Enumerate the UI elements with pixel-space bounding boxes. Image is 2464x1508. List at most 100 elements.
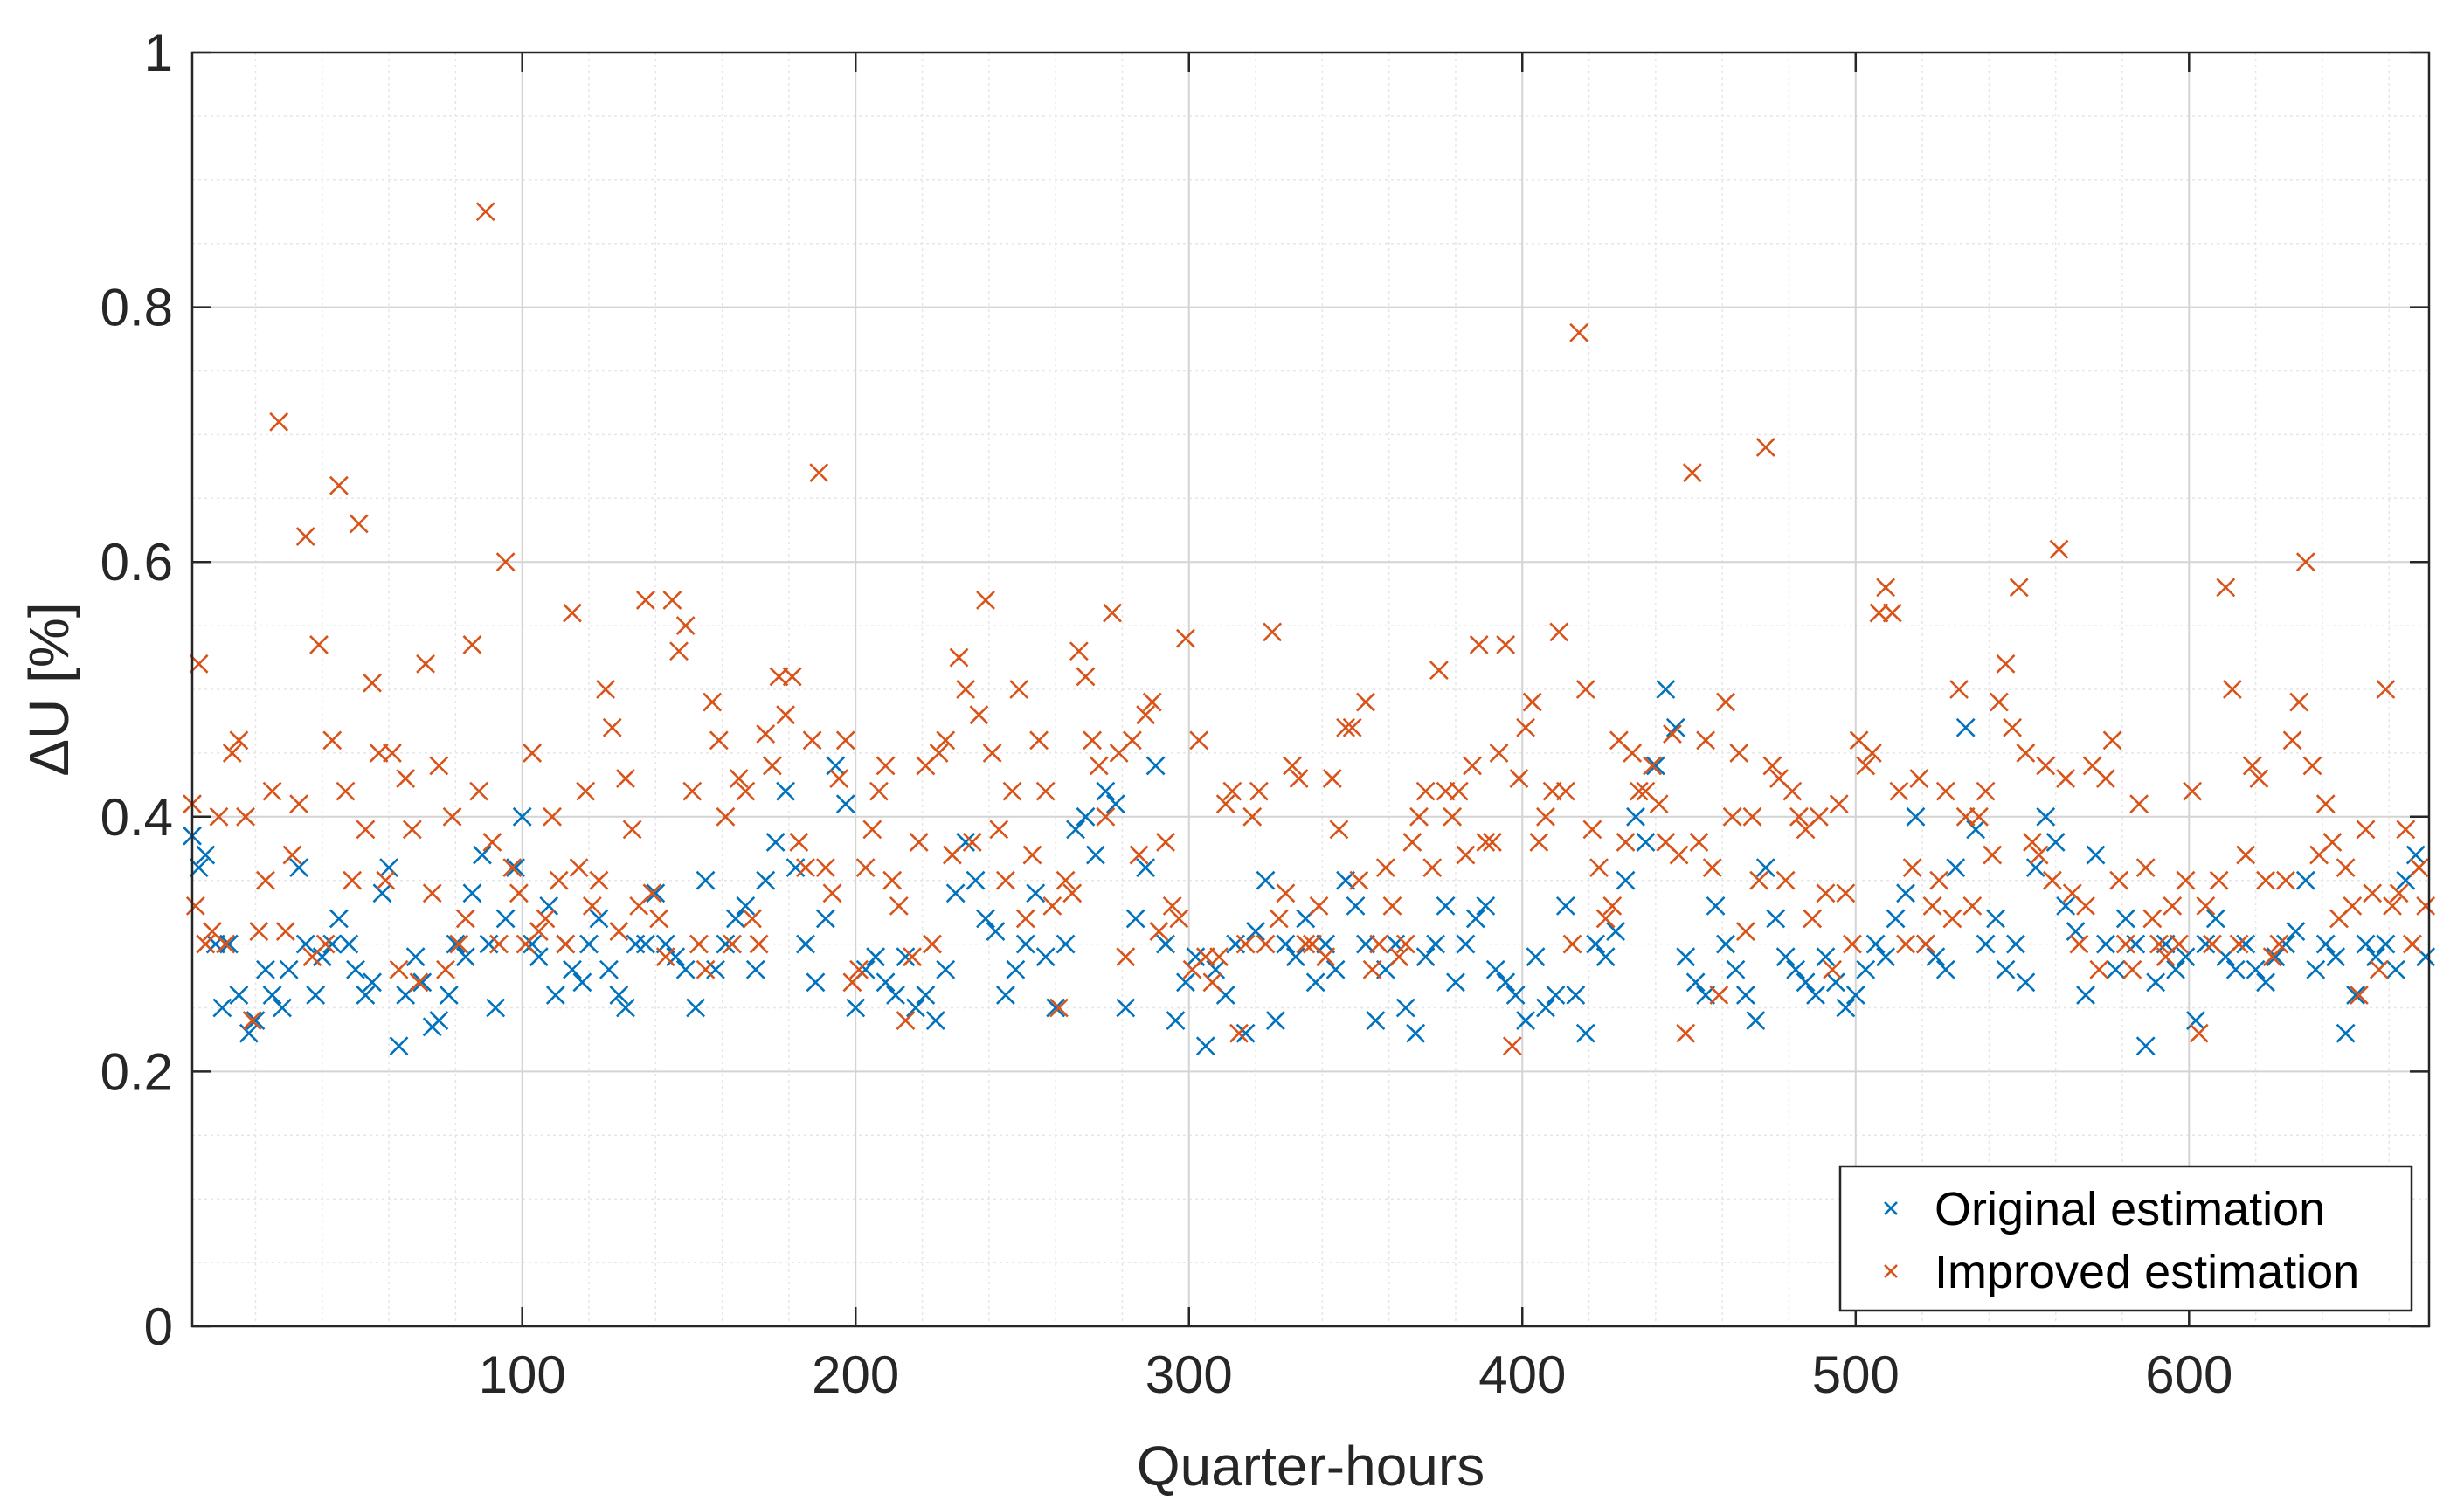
original-estimation-point: [295, 934, 315, 954]
improved-estimation-point: [1915, 934, 1935, 954]
original-estimation-point: [356, 986, 376, 1005]
improved-estimation-point: [1149, 922, 1169, 941]
original-estimation-point: [1136, 858, 1156, 878]
improved-estimation-point: [696, 959, 716, 979]
original-estimation-point: [523, 934, 543, 954]
original-estimation-point: [455, 947, 475, 967]
original-estimation-point: [1746, 1011, 1766, 1030]
original-estimation-point: [1256, 870, 1276, 890]
original-estimation-point: [846, 998, 866, 1018]
improved-estimation-point: [2409, 858, 2429, 878]
improved-estimation-point: [1929, 870, 1949, 890]
improved-estimation-point: [1089, 756, 1109, 776]
improved-estimation-point: [1709, 986, 1729, 1005]
original-estimation-point: [312, 947, 332, 967]
improved-estimation-point: [1329, 820, 1349, 840]
improved-estimation-point: [1029, 730, 1049, 751]
improved-estimation-point: [1862, 743, 1882, 763]
major-grid: [192, 52, 2429, 1326]
original-estimation-point: [1485, 959, 1505, 979]
original-estimation-point: [1116, 998, 1136, 1018]
improved-estimation-point: [849, 959, 869, 979]
improved-estimation-point: [1409, 806, 1429, 827]
improved-estimation-point: [1276, 883, 1296, 903]
improved-estimation-point: [869, 781, 889, 801]
improved-estimation-point: [2056, 769, 2076, 788]
improved-estimation-point: [1569, 322, 1589, 342]
improved-estimation-point: [703, 692, 723, 712]
improved-estimation-point: [1856, 756, 1876, 776]
original-estimation-point: [1976, 934, 1996, 954]
improved-estimation-point: [682, 781, 703, 801]
improved-estimation-point: [2142, 909, 2163, 929]
original-estimation-point: [2315, 934, 2336, 954]
improved-estimation-point: [2396, 820, 2416, 840]
improved-estimation-point: [422, 883, 442, 903]
improved-estimation-point: [815, 858, 835, 878]
original-estimation-point: [506, 858, 525, 878]
original-estimation-point: [1856, 959, 1876, 979]
improved-estimation-point: [1969, 806, 1989, 827]
original-estimation-point: [579, 934, 599, 954]
improved-estimation-point: [923, 934, 942, 954]
original-estimation-point: [2025, 858, 2045, 878]
improved-estimation-point: [2016, 743, 2036, 763]
original-estimation-point: [2256, 972, 2275, 993]
improved-estimation-point: [436, 959, 455, 979]
original-estimation-point: [1816, 947, 1836, 967]
improved-estimation-point: [1869, 603, 1889, 623]
improved-estimation-point: [1976, 781, 1996, 801]
improved-estimation-point: [455, 909, 475, 929]
original-estimation-point: [262, 986, 282, 1005]
improved-estimation-point: [829, 769, 849, 788]
original-estimation-point: [1366, 1011, 1386, 1030]
legend: Original estimation Improved estimation: [1838, 1165, 2413, 1312]
improved-estimation-point: [2003, 717, 2023, 737]
improved-estimation-point: [529, 922, 549, 941]
improved-estimation-point: [862, 820, 882, 840]
original-estimation-point: [346, 959, 365, 979]
improved-estimation-point: [2376, 680, 2396, 699]
original-estimation-point: [2006, 934, 2025, 954]
improved-estimation-point: [602, 717, 622, 737]
original-estimation-point: [1696, 986, 1716, 1005]
improved-estimation-point: [1382, 896, 1402, 916]
original-estimation-point: [609, 986, 629, 1005]
original-estimation-point: [806, 972, 826, 993]
original-estimation-point: [1865, 934, 1886, 954]
original-estimation-point: [1955, 717, 1976, 737]
improved-estimation-point: [616, 769, 635, 788]
original-estimation-point: [473, 845, 492, 865]
original-estimation-point: [1496, 972, 1516, 993]
original-estimation-point: [2286, 922, 2306, 941]
improved-estimation-point: [1689, 833, 1709, 852]
original-estimation-point: [1476, 896, 1496, 916]
improved-estimation-point: [903, 947, 922, 967]
improved-estimation-point: [1582, 820, 1602, 840]
original-estimation-point: [212, 998, 232, 1018]
improved-estimation-point: [1395, 934, 1415, 954]
improved-estimation-point: [2403, 934, 2422, 954]
original-estimation-point: [1755, 858, 1775, 878]
original-estimation-point: [1426, 934, 1445, 954]
improved-estimation-point: [675, 616, 696, 636]
original-estimation-point: [1235, 1023, 1256, 1043]
improved-estimation-point: [295, 527, 315, 546]
improved-estimation-point: [729, 769, 749, 788]
original-estimation-point: [1226, 934, 1246, 954]
original-estimation-point: [835, 794, 855, 814]
improved-estimation-point: [1882, 603, 1902, 623]
improved-estimation-point: [543, 806, 562, 827]
improved-estimation-point: [2163, 896, 2183, 916]
improved-estimation-point: [949, 647, 969, 668]
original-estimation-point: [1505, 986, 1526, 1005]
improved-estimation-point: [1782, 781, 1803, 801]
original-estimation-point: [1026, 883, 1046, 903]
original-estimation-point: [1465, 909, 1485, 929]
improved-estimation-point: [1722, 806, 1742, 827]
improved-estimation-point: [1536, 806, 1555, 827]
original-estimation-point: [363, 972, 382, 993]
original-estimation-point: [306, 986, 326, 1005]
improved-estimation-point: [1682, 463, 1702, 483]
improved-estimation-point: [596, 680, 616, 699]
